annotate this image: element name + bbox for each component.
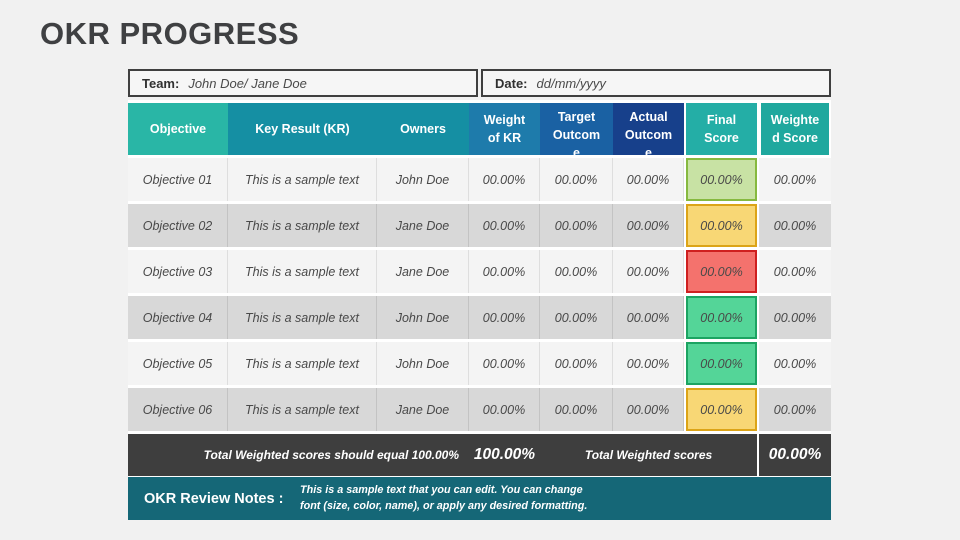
cell-owner: John Doe [377,158,469,201]
col-header-actual-outcome: Actual Outcom e [613,103,684,155]
review-notes-label: OKR Review Notes : [144,490,284,507]
col-header-label: Weight of KR [483,113,526,145]
meta-row: Team: John Doe/ Jane Doe Date: dd/mm/yyy… [128,69,831,97]
col-header-label: Actual Outcom e [624,110,673,155]
team-field[interactable]: Team: John Doe/ Jane Doe [128,69,478,97]
table-row: Objective 02 This is a sample text Jane … [128,204,831,247]
team-label: Team: [142,75,180,91]
cell-weight: 00.00% [469,342,540,385]
cell-key-result: This is a sample text [228,388,377,431]
col-header-label: Objective [149,122,207,136]
date-value: dd/mm/yyyy [536,75,606,91]
final-score-chip: 00.00% [686,388,757,431]
col-header-key-result: Key Result (KR) [228,103,377,155]
col-header-owners: Owners [377,103,469,155]
cell-owner: John Doe [377,296,469,339]
col-header-weight: Weight of KR [469,103,540,155]
table-row: Objective 04 This is a sample text John … [128,296,831,339]
totals-label: Total Weighted scores [540,434,759,476]
cell-weight: 00.00% [469,204,540,247]
date-label: Date: [495,75,528,91]
col-header-objective: Objective [128,103,228,155]
totals-target-value: 100.00% [469,434,540,476]
cell-key-result: This is a sample text [228,204,377,247]
col-header-label: Target Outcom e [552,110,601,155]
table-row: Objective 06 This is a sample text Jane … [128,388,831,431]
totals-value: 00.00% [759,434,831,476]
final-score-chip: 00.00% [686,158,757,201]
cell-objective: Objective 05 [128,342,228,385]
col-header-label: Final Score [704,113,739,145]
cell-weighted: 00.00% [759,296,831,339]
cell-final-score: 00.00% [684,296,759,339]
cell-target: 00.00% [540,250,613,293]
cell-final-score: 00.00% [684,388,759,431]
final-score-chip: 00.00% [686,250,757,293]
team-value: John Doe/ Jane Doe [188,75,307,91]
cell-weighted: 00.00% [759,158,831,201]
cell-actual: 00.00% [613,204,684,247]
final-score-chip: 00.00% [686,296,757,339]
cell-key-result: This is a sample text [228,250,377,293]
totals-note: Total Weighted scores should equal 100.0… [128,434,469,476]
cell-actual: 00.00% [613,342,684,385]
cell-actual: 00.00% [613,158,684,201]
okr-table: Objective Key Result (KR) Owners Weight … [128,100,831,479]
totals-row: Total Weighted scores should equal 100.0… [128,434,831,476]
cell-final-score: 00.00% [684,158,759,201]
final-score-chip: 00.00% [686,204,757,247]
cell-target: 00.00% [540,388,613,431]
date-field[interactable]: Date: dd/mm/yyyy [481,69,831,97]
cell-objective: Objective 04 [128,296,228,339]
cell-target: 00.00% [540,204,613,247]
cell-objective: Objective 02 [128,204,228,247]
header-row: Objective Key Result (KR) Owners Weight … [128,103,831,155]
review-notes-bar: OKR Review Notes : This is a sample text… [128,477,831,520]
cell-final-score: 00.00% [684,204,759,247]
col-header-label: Owners [400,122,446,136]
col-header-target-outcome: Target Outcom e [540,103,613,155]
col-header-final-score: Final Score [684,103,759,155]
cell-objective: Objective 03 [128,250,228,293]
review-notes-text: This is a sample text that you can edit.… [300,484,588,512]
cell-owner: Jane Doe [377,388,469,431]
table-row: Objective 05 This is a sample text John … [128,342,831,385]
cell-weight: 00.00% [469,158,540,201]
cell-final-score: 00.00% [684,342,759,385]
cell-owner: Jane Doe [377,250,469,293]
cell-target: 00.00% [540,342,613,385]
cell-objective: Objective 01 [128,158,228,201]
table-row: Objective 03 This is a sample text Jane … [128,250,831,293]
final-score-chip: 00.00% [686,342,757,385]
cell-objective: Objective 06 [128,388,228,431]
cell-weighted: 00.00% [759,342,831,385]
cell-weighted: 00.00% [759,204,831,247]
cell-actual: 00.00% [613,388,684,431]
cell-target: 00.00% [540,158,613,201]
cell-target: 00.00% [540,296,613,339]
table-row: Objective 01 This is a sample text John … [128,158,831,201]
cell-weighted: 00.00% [759,250,831,293]
cell-key-result: This is a sample text [228,158,377,201]
cell-actual: 00.00% [613,250,684,293]
col-header-label: Key Result (KR) [255,122,350,136]
cell-weight: 00.00% [469,250,540,293]
cell-weight: 00.00% [469,388,540,431]
cell-owner: John Doe [377,342,469,385]
cell-final-score: 00.00% [684,250,759,293]
col-header-weighted-score: Weighte d Score [759,103,831,155]
cell-key-result: This is a sample text [228,296,377,339]
col-header-label: Weighte d Score [770,113,820,145]
cell-actual: 00.00% [613,296,684,339]
page-title: OKR PROGRESS [40,16,300,51]
cell-owner: Jane Doe [377,204,469,247]
cell-key-result: This is a sample text [228,342,377,385]
cell-weight: 00.00% [469,296,540,339]
cell-weighted: 00.00% [759,388,831,431]
